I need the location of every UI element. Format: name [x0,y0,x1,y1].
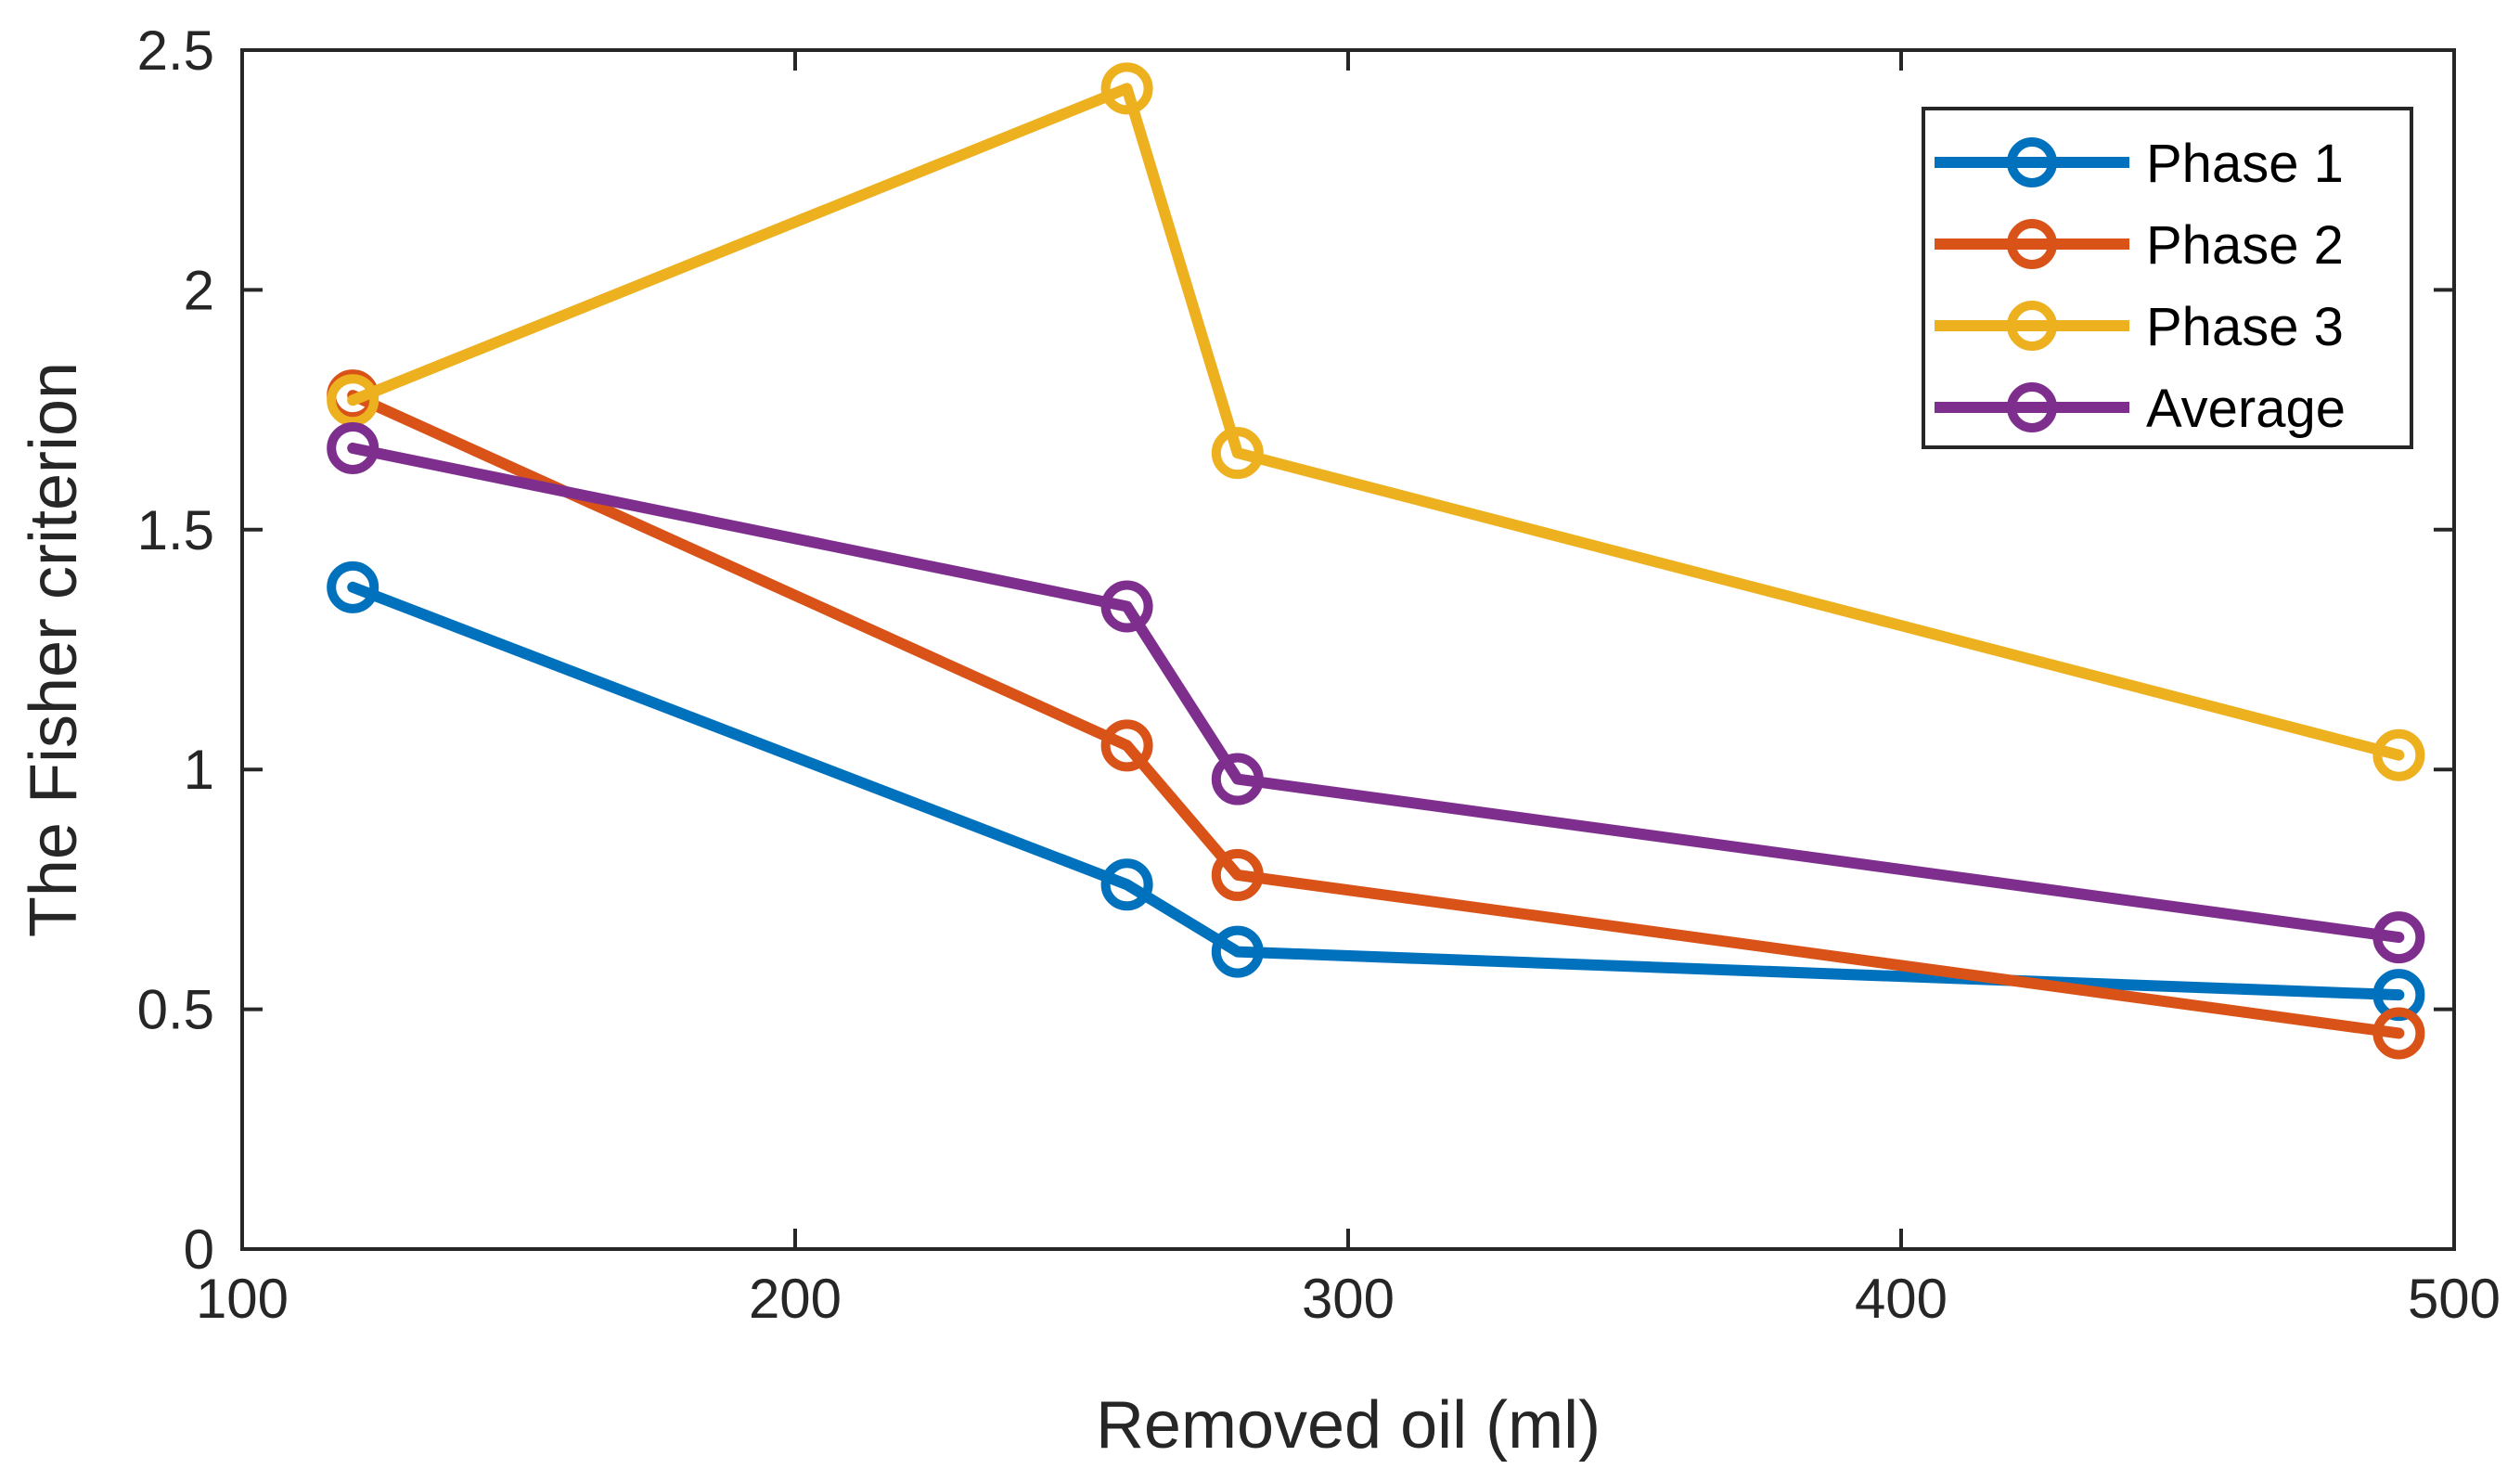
data-point-phase-2 [1100,719,1153,772]
legend-swatch-marker-average [2007,382,2057,432]
y-axis-ticks: 0 0.5 1 1.5 2 2.5 [137,19,2454,1281]
y-axis-label: The Fisher criterion [17,362,91,937]
data-point-phase-3 [2372,728,2425,781]
y-tick-label: 0 [184,1218,214,1281]
series-line-phase-2 [347,390,2405,1039]
data-point-average [327,421,379,474]
y-tick-label: 2 [184,259,214,321]
series-line-phase-1 [347,581,2405,1001]
series-line-average [347,442,2405,944]
data-point-phase-3 [1211,427,1264,480]
y-tick-label: 2.5 [137,19,214,82]
legend: Phase 1 Phase 2 Phase 3 Average [1922,107,2413,449]
data-point-phase-1 [1100,858,1153,911]
x-tick-label: 500 [2408,1268,2501,1330]
x-axis-ticks: 100 200 300 400 500 [196,50,2501,1330]
y-tick-label: 0.5 [137,979,214,1041]
x-tick-label: 400 [1855,1268,1948,1330]
y-tick-label: 1.5 [137,499,214,561]
data-point-phase-3 [327,374,379,427]
legend-label-phase-2: Phase 2 [2146,215,2344,276]
series-layer [327,62,2425,1060]
data-point-average [1100,580,1153,633]
x-tick-label: 100 [196,1268,289,1330]
legend-label-average: Average [2146,379,2346,439]
legend-swatch-marker-phase-1 [2007,137,2057,187]
data-point-phase-3 [1100,62,1153,115]
legend-label-phase-1: Phase 1 [2146,134,2344,194]
series-line-phase-3 [347,83,2405,761]
y-tick-label: 1 [184,739,214,801]
legend-swatch-marker-phase-2 [2007,219,2057,269]
data-point-average [2372,911,2425,964]
x-tick-label: 200 [749,1268,842,1330]
legend-swatch-marker-phase-3 [2007,301,2057,351]
data-point-phase-2 [1211,848,1264,901]
legend-label-phase-3: Phase 3 [2146,297,2344,357]
data-point-phase-2 [2372,1007,2425,1060]
data-point-phase-1 [327,561,379,613]
data-point-phase-1 [1211,925,1264,978]
data-point-average [1211,753,1264,805]
x-tick-label: 300 [1302,1268,1395,1330]
x-axis-label: Removed oil (ml) [1096,1388,1601,1463]
plot-frame [240,48,2456,1251]
